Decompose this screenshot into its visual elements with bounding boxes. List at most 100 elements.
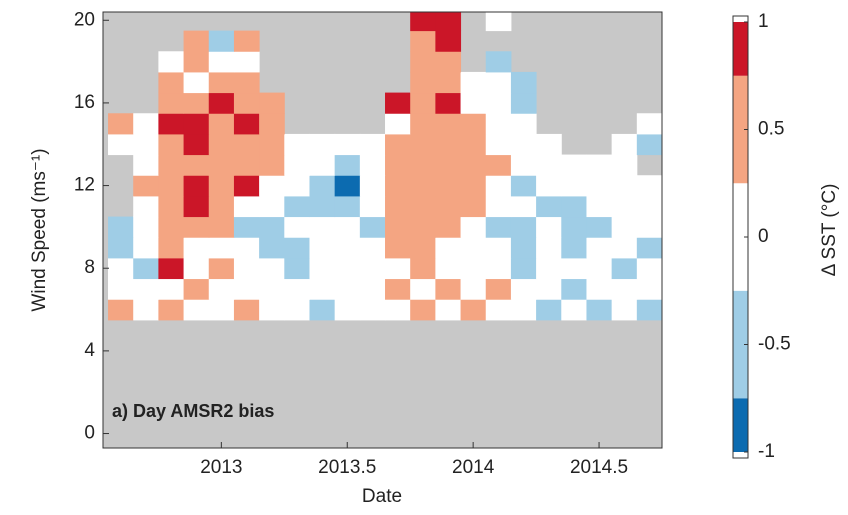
annotation: a) Day AMSR2 bias — [112, 401, 274, 421]
cell — [284, 195, 310, 218]
cell — [586, 278, 613, 300]
cell — [108, 113, 134, 135]
cell — [485, 257, 512, 280]
cell — [259, 154, 285, 176]
cell — [208, 133, 235, 156]
cell — [510, 175, 537, 197]
cell — [309, 278, 336, 300]
cell — [233, 237, 260, 259]
cell — [334, 237, 361, 259]
cell — [133, 237, 159, 259]
cell — [309, 175, 336, 197]
cell — [611, 278, 638, 300]
cell — [485, 175, 512, 197]
cell — [385, 299, 411, 321]
cell — [485, 278, 512, 300]
cell — [158, 51, 185, 73]
cell — [108, 237, 134, 259]
cell — [208, 175, 235, 197]
cell — [636, 257, 662, 280]
cell — [233, 133, 260, 156]
cell — [334, 257, 361, 280]
cell — [334, 195, 361, 218]
cell — [435, 51, 462, 73]
cell — [334, 299, 361, 321]
cell — [510, 257, 537, 280]
cell — [586, 237, 613, 259]
cell — [460, 175, 487, 197]
cell — [611, 133, 638, 156]
cell — [359, 257, 386, 280]
cell — [460, 71, 487, 94]
cell — [259, 257, 285, 280]
cell — [233, 154, 260, 176]
cell — [233, 30, 260, 52]
cell — [133, 278, 159, 300]
cell — [309, 195, 336, 218]
cell — [233, 175, 260, 197]
cell — [359, 133, 386, 156]
cell — [611, 216, 638, 238]
cell — [435, 299, 462, 321]
cell — [586, 154, 613, 176]
cell — [435, 154, 462, 176]
cell — [636, 133, 662, 156]
cell — [435, 92, 462, 114]
cell — [561, 278, 587, 300]
cell — [309, 216, 336, 238]
cell — [611, 299, 638, 321]
cell — [410, 30, 436, 52]
y-axis-label: Wind Speed (ms⁻¹) — [29, 148, 50, 311]
cell — [284, 237, 310, 259]
cell — [410, 92, 436, 114]
cell — [233, 51, 260, 73]
colorbar-tick-label: -1 — [758, 441, 775, 462]
cell — [208, 299, 235, 321]
cell — [233, 299, 260, 321]
cell — [410, 71, 436, 94]
cell — [233, 92, 260, 114]
cell — [133, 113, 159, 135]
cell — [586, 257, 613, 280]
colorbar-segment — [733, 398, 748, 452]
cell — [485, 195, 512, 218]
cell — [435, 12, 462, 32]
cell — [233, 71, 260, 94]
cell — [385, 257, 411, 280]
cell — [133, 154, 159, 176]
cell — [435, 133, 462, 156]
cell — [510, 154, 537, 176]
cell — [561, 195, 587, 218]
cell — [460, 113, 487, 135]
cell — [158, 133, 185, 156]
cell — [536, 175, 562, 197]
cell — [536, 278, 562, 300]
cell — [485, 51, 512, 73]
cell — [158, 71, 185, 94]
cell — [410, 113, 436, 135]
cell — [334, 154, 361, 176]
cell — [435, 175, 462, 197]
cell — [435, 71, 462, 94]
cell — [284, 154, 310, 176]
cell — [460, 299, 487, 321]
cell — [208, 154, 235, 176]
cell — [259, 92, 285, 114]
cell — [611, 237, 638, 259]
cell — [410, 299, 436, 321]
cell — [208, 30, 235, 52]
cell — [460, 237, 487, 259]
cell — [410, 175, 436, 197]
cell — [208, 216, 235, 238]
cell — [561, 237, 587, 259]
cell — [359, 175, 386, 197]
cell — [586, 299, 613, 321]
cell — [460, 154, 487, 176]
x-tick-label: 2014.5 — [570, 457, 628, 478]
cell — [536, 237, 562, 259]
colorbar-tick-label: 1 — [758, 11, 769, 32]
cell — [259, 113, 285, 135]
cell — [536, 257, 562, 280]
cell — [183, 175, 210, 197]
cell — [636, 299, 662, 321]
